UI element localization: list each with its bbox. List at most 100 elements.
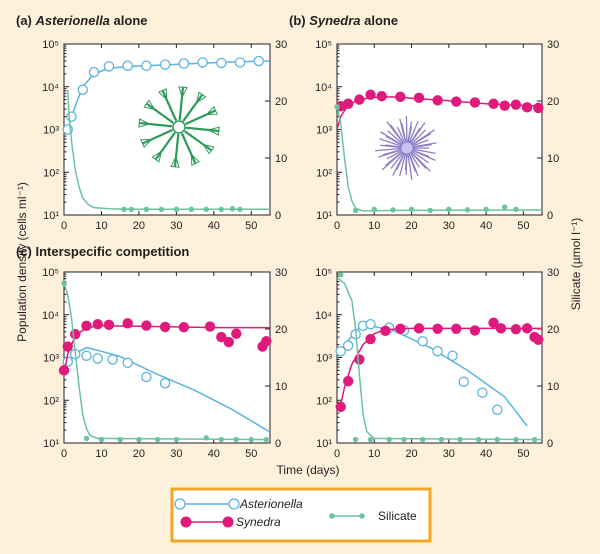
colony-needle bbox=[384, 151, 403, 167]
data-point-synedra bbox=[533, 334, 544, 345]
legend-marker-silicate bbox=[329, 513, 335, 519]
colony-ray-tip bbox=[190, 153, 200, 166]
y-right-tick-label: 20 bbox=[275, 324, 287, 336]
data-point-synedra bbox=[432, 95, 443, 106]
data-point-asterionella bbox=[178, 58, 190, 69]
data-point-silicate bbox=[475, 436, 482, 443]
colony-ray-tip bbox=[140, 138, 153, 148]
y-left-tick-label: 10⁴ bbox=[315, 310, 332, 322]
y-left-tick-label: 10² bbox=[43, 395, 59, 407]
data-point-silicate bbox=[401, 436, 407, 443]
data-point-synedra bbox=[103, 319, 115, 331]
data-point-asterionella bbox=[107, 354, 118, 365]
y-right-tick-label: 10 bbox=[275, 153, 287, 165]
data-point-silicate bbox=[338, 272, 344, 278]
panel-title: (b) Synedra alone bbox=[289, 13, 398, 28]
data-point-silicate bbox=[203, 206, 210, 212]
data-point-silicate bbox=[408, 206, 415, 212]
data-point-asterionella bbox=[197, 57, 208, 68]
x-tick-label: 50 bbox=[517, 220, 529, 232]
y-right-tick-label: 10 bbox=[547, 381, 559, 393]
data-point-silicate bbox=[263, 436, 269, 443]
colony-needle bbox=[408, 152, 416, 172]
legend-marker-synedra bbox=[180, 516, 192, 528]
data-point-synedra bbox=[204, 321, 216, 332]
y-left-tick-label: 10³ bbox=[43, 353, 59, 365]
data-point-synedra bbox=[413, 323, 425, 334]
y-left-tick-label: 10¹ bbox=[43, 210, 59, 222]
panel-title-prefix: (c) Interspecific competition bbox=[16, 244, 189, 259]
colony-needle bbox=[410, 122, 426, 143]
series-line-silicate bbox=[64, 283, 270, 441]
x-tick-label: 0 bbox=[61, 448, 67, 460]
colony-needle bbox=[411, 132, 432, 146]
data-point-silicate bbox=[203, 435, 210, 441]
data-point-synedra bbox=[81, 320, 92, 332]
y-left-tick-label: 10⁵ bbox=[42, 39, 59, 51]
x-tick-label: 40 bbox=[208, 220, 220, 232]
data-point-asterionella bbox=[234, 57, 246, 68]
colony-needle bbox=[390, 124, 405, 144]
x-tick-label: 0 bbox=[61, 220, 67, 232]
colony-needle bbox=[413, 150, 436, 161]
colony-needle bbox=[407, 153, 413, 180]
y-left-tick-label: 10⁵ bbox=[315, 39, 332, 51]
colony-ray bbox=[161, 90, 178, 122]
data-point-asterionella bbox=[417, 335, 428, 347]
data-point-silicate bbox=[494, 436, 500, 443]
x-tick-label: 20 bbox=[133, 220, 145, 232]
panel-title-suffix: alone bbox=[361, 13, 399, 28]
colony-needle bbox=[413, 139, 429, 147]
data-point-silicate bbox=[158, 206, 165, 212]
data-point-synedra bbox=[469, 97, 481, 108]
data-point-asterionella bbox=[432, 346, 443, 357]
colony-ray-tip bbox=[151, 150, 163, 163]
synedra-colony-icon bbox=[375, 115, 437, 180]
colony-needle bbox=[410, 153, 420, 168]
data-point-synedra bbox=[413, 92, 425, 104]
x-tick-label: 20 bbox=[405, 448, 417, 460]
data-point-asterionella bbox=[253, 55, 265, 67]
colony-ray-tip bbox=[202, 143, 215, 155]
data-point-synedra bbox=[223, 336, 234, 348]
y-left-tick-label: 10³ bbox=[316, 125, 332, 137]
y-left-tick-label: 10² bbox=[43, 167, 59, 179]
colony-ray-tip bbox=[170, 155, 180, 168]
x-tick-label: 30 bbox=[443, 448, 455, 460]
data-point-synedra bbox=[376, 91, 387, 102]
colony-ray bbox=[142, 128, 174, 145]
y-right-tick-label: 20 bbox=[547, 324, 559, 336]
y-right-tick-label: 0 bbox=[547, 210, 553, 222]
series-line-silicate bbox=[337, 103, 542, 212]
x-tick-label: 10 bbox=[95, 220, 107, 232]
colony-needle bbox=[375, 147, 402, 152]
series-line-silicate bbox=[337, 277, 542, 441]
data-point-silicate bbox=[334, 104, 340, 110]
colony-center bbox=[172, 120, 186, 134]
data-point-asterionella bbox=[62, 356, 73, 367]
data-point-synedra bbox=[451, 96, 462, 107]
data-point-silicate bbox=[218, 436, 225, 443]
data-point-silicate bbox=[83, 435, 90, 442]
colony-needle bbox=[379, 138, 403, 148]
data-point-silicate bbox=[248, 436, 254, 443]
data-point-synedra bbox=[488, 317, 499, 328]
colony-ray-tip bbox=[158, 88, 168, 101]
data-point-synedra bbox=[432, 323, 443, 334]
data-point-asterionella bbox=[342, 340, 354, 351]
colony-needle bbox=[399, 152, 407, 177]
colony-ray-tip bbox=[195, 91, 207, 104]
panel-title-suffix: alone bbox=[110, 13, 148, 28]
colony-ray bbox=[180, 132, 197, 164]
asterionella-colony-icon bbox=[138, 86, 220, 168]
data-point-synedra bbox=[354, 354, 365, 365]
legend: Asterionella Synedra Silicate bbox=[170, 487, 432, 543]
colony-needle bbox=[386, 150, 402, 160]
x-tick-label: 40 bbox=[480, 448, 492, 460]
data-point-synedra bbox=[451, 323, 462, 334]
data-point-synedra bbox=[499, 100, 510, 111]
y-right-tick-label: 20 bbox=[547, 96, 559, 108]
panel-title: (c) Interspecific competition bbox=[16, 244, 189, 259]
data-point-silicate bbox=[128, 206, 135, 212]
data-point-synedra bbox=[178, 322, 190, 333]
